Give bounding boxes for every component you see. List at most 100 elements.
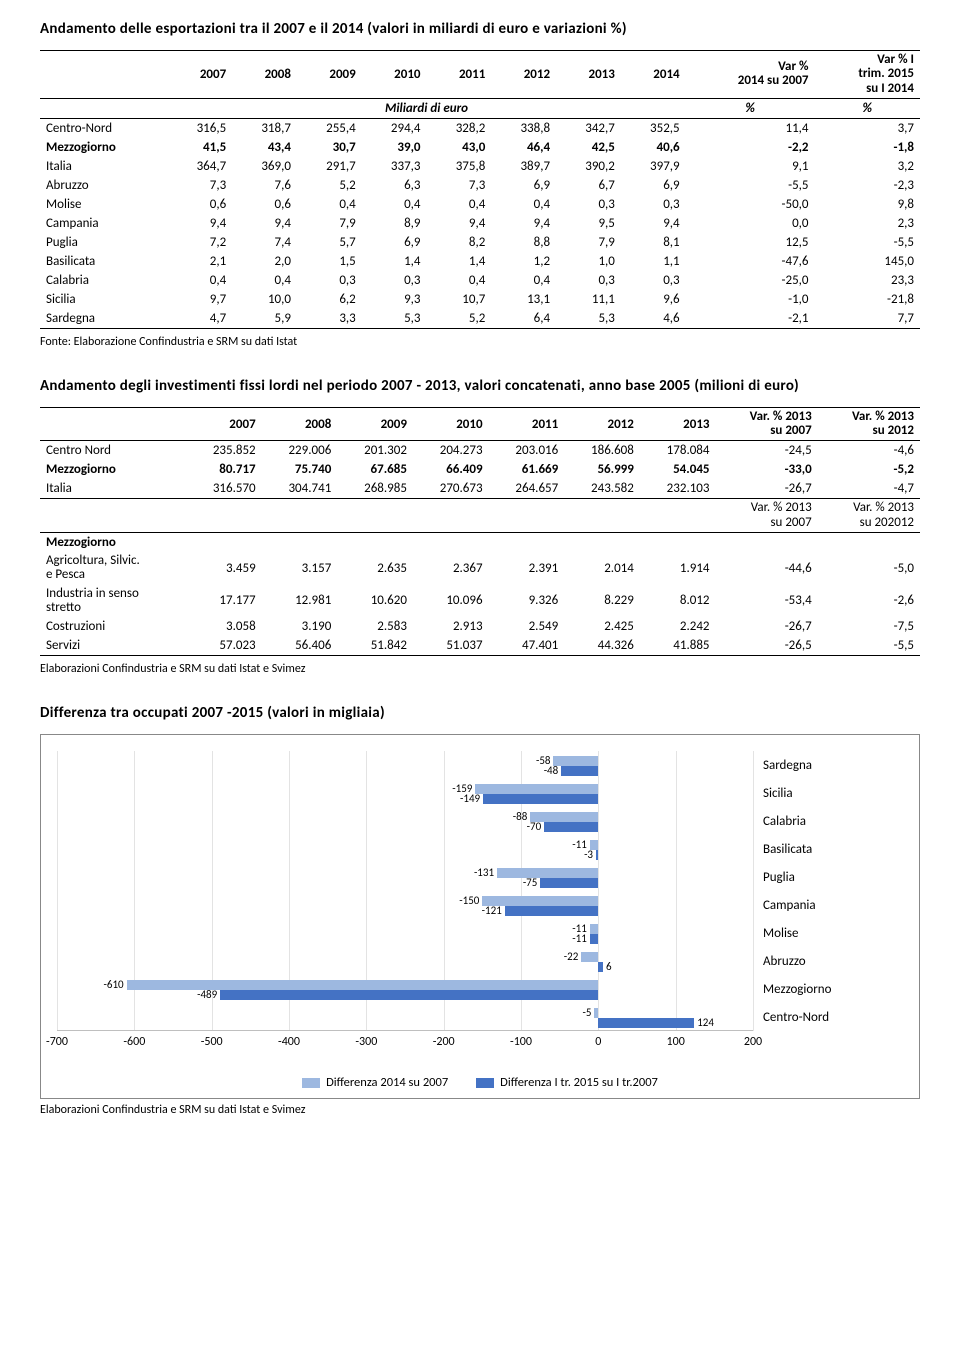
cell: 42,5 [556, 138, 621, 157]
chart-bar [598, 1018, 694, 1028]
cell: 3,3 [297, 309, 362, 329]
cell: -5,2 [818, 460, 920, 479]
chart-container: -58-48-159-149-88-70-11-3-131-75-150-121… [40, 734, 920, 1099]
col-var1: Var. % 2013su 2007 [716, 407, 818, 441]
cell: 5,2 [427, 309, 492, 329]
subheader-miliardi: Miliardi di euro [167, 98, 685, 118]
chart-bar [553, 756, 598, 766]
row-label: Campania [40, 214, 167, 233]
cell: 3.459 [186, 552, 262, 585]
x-tick-label: 100 [667, 1035, 685, 1049]
category-label: Puglia [763, 863, 903, 891]
cell: 56.999 [564, 460, 640, 479]
cell: 352,5 [621, 118, 686, 138]
bar-value-label: -3 [584, 848, 593, 861]
cell: 0,3 [362, 271, 427, 290]
table-row: Mezzogiorno41,543,430,739,043,046,442,54… [40, 138, 920, 157]
cell: 1,2 [491, 252, 556, 271]
cell: 0,3 [556, 271, 621, 290]
cell: 5,9 [232, 309, 297, 329]
cell: 46,4 [491, 138, 556, 157]
cell: -5,5 [818, 636, 920, 656]
cell: 0,3 [556, 195, 621, 214]
section2-source: Elaborazioni Confindustria e SRM su dati… [40, 662, 920, 676]
cell: 9,4 [491, 214, 556, 233]
cell: 51.842 [337, 636, 413, 656]
cell: -24,5 [716, 441, 818, 461]
cell: 0,4 [491, 195, 556, 214]
cell: 11,1 [556, 290, 621, 309]
x-tick-label: -400 [278, 1035, 300, 1049]
cell: 328,2 [427, 118, 492, 138]
cell: 2.367 [413, 552, 489, 585]
table-row: Servizi57.02356.40651.84251.03747.40144.… [40, 636, 920, 656]
cell: 390,2 [556, 157, 621, 176]
cell: 304.741 [262, 479, 338, 499]
section1-source: Fonte: Elaborazione Confindustria e SRM … [40, 335, 920, 349]
cell: 243.582 [564, 479, 640, 499]
cell: 40,6 [621, 138, 686, 157]
cell: 0,4 [362, 195, 427, 214]
col-year: 2008 [262, 407, 338, 441]
cell: 270.673 [413, 479, 489, 499]
x-tick-label: -600 [123, 1035, 145, 1049]
cell: 6,3 [362, 176, 427, 195]
cell: 7,4 [232, 233, 297, 252]
cell: 268.985 [337, 479, 413, 499]
cell: 8,8 [491, 233, 556, 252]
cell: 1,4 [427, 252, 492, 271]
cell: 43,0 [427, 138, 492, 157]
col-year: 2014 [621, 51, 686, 99]
category-label: Calabria [763, 807, 903, 835]
cell: 6,9 [362, 233, 427, 252]
row-label: Centro Nord [40, 441, 186, 461]
cell: -26,7 [716, 479, 818, 499]
cell: 39,0 [362, 138, 427, 157]
cell: 8,2 [427, 233, 492, 252]
table-row: Costruzioni3.0583.1902.5832.9132.5492.42… [40, 617, 920, 636]
table-row: Molise0,60,60,40,40,40,40,30,3-50,09,8 [40, 195, 920, 214]
cell: 6,9 [621, 176, 686, 195]
cell: 57.023 [186, 636, 262, 656]
cell: 5,3 [362, 309, 427, 329]
cell: 41.885 [640, 636, 716, 656]
x-tick-label: -700 [46, 1035, 68, 1049]
row-label: Centro-Nord [40, 118, 167, 138]
cell: -4,6 [818, 441, 920, 461]
cell: 316.570 [186, 479, 262, 499]
cell: 9,4 [167, 214, 232, 233]
cell: 2,3 [815, 214, 920, 233]
cell: 0,4 [297, 195, 362, 214]
col-var2: Var. % 2013su 2012 [818, 407, 920, 441]
bar-value-label: -489 [197, 988, 217, 1001]
cell: 0,4 [427, 271, 492, 290]
col-year: 2009 [297, 51, 362, 99]
cell: -53,4 [716, 585, 818, 618]
cell: 54.045 [640, 460, 716, 479]
cell: 61.669 [489, 460, 565, 479]
cell: 67.685 [337, 460, 413, 479]
cell: -47,6 [686, 252, 815, 271]
chart-bar [594, 1008, 598, 1018]
cell: 51.037 [413, 636, 489, 656]
category-label: Campania [763, 891, 903, 919]
row-label: Italia [40, 157, 167, 176]
cell: 8.012 [640, 585, 716, 618]
cell: 0,6 [167, 195, 232, 214]
cell: 0,3 [297, 271, 362, 290]
cell: -2,6 [818, 585, 920, 618]
cell: -33,0 [716, 460, 818, 479]
chart-bar [590, 934, 599, 944]
cell: 186.608 [564, 441, 640, 461]
cell: 203.016 [489, 441, 565, 461]
category-label: Abruzzo [763, 947, 903, 975]
bar-value-label: -149 [460, 792, 480, 805]
table-row: Industria in sensostretto17.17712.98110.… [40, 585, 920, 618]
cell: 9.326 [489, 585, 565, 618]
cell: -1,8 [815, 138, 920, 157]
cell: 17.177 [186, 585, 262, 618]
row-label: Sicilia [40, 290, 167, 309]
cell: 10.620 [337, 585, 413, 618]
cell: 2.014 [564, 552, 640, 585]
chart-bar [497, 868, 598, 878]
